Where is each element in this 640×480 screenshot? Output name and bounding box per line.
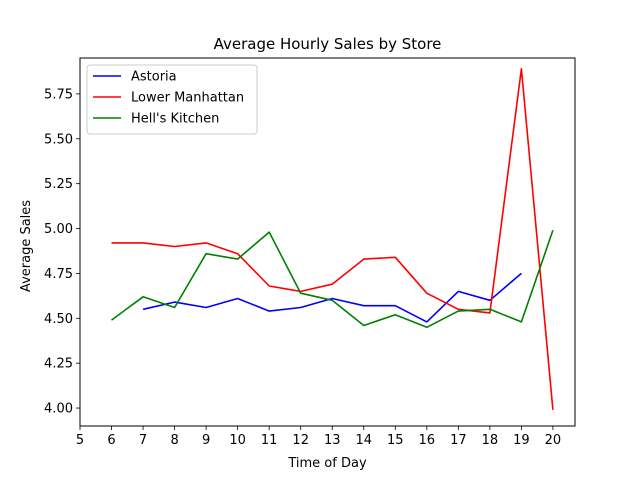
x-tick-label: 16 (419, 433, 436, 448)
x-tick-label: 20 (545, 433, 562, 448)
legend-box (86, 64, 258, 135)
y-tick-label: 4.00 (44, 402, 73, 417)
x-tick-label: 18 (482, 433, 499, 448)
y-tick-label: 5.75 (44, 87, 73, 102)
x-tick-label: 12 (292, 433, 309, 448)
y-tick-label: 4.25 (44, 357, 73, 372)
plot-frame (79, 57, 576, 427)
x-axis-title: Time of Day (287, 456, 367, 471)
x-tick-label: 11 (261, 433, 278, 448)
x-tick-label: 13 (324, 433, 341, 448)
x-tick-label: 19 (513, 433, 530, 448)
legend: Astoria Lower Manhattan Hell's Kitchen (86, 64, 258, 135)
x-tick-label: 6 (107, 433, 115, 448)
chart-title: Average Hourly Sales by Store (214, 35, 442, 53)
x-tick-label: 5 (76, 433, 84, 448)
x-tick-label: 14 (355, 433, 372, 448)
series-layer (111, 68, 554, 410)
y-tick-label: 5.25 (44, 177, 73, 192)
x-tick-label: 8 (170, 433, 178, 448)
x-tick-label: 7 (139, 433, 147, 448)
series-line-2 (111, 68, 554, 410)
legend-label: Astoria (131, 70, 177, 85)
y-axis-title: Average Sales (19, 200, 34, 292)
series-line-1 (142, 272, 522, 323)
x-tick-label: 10 (229, 433, 246, 448)
y-tick-label: 4.50 (44, 312, 73, 327)
x-tick-label: 15 (387, 433, 404, 448)
y-tick-label: 5.50 (44, 132, 73, 147)
x-tick-label: 9 (202, 433, 210, 448)
y-tick-label: 4.75 (44, 267, 73, 282)
x-axis: 5 6 7 8 9 10 11 12 13 14 15 16 17 18 19 20 (76, 426, 561, 448)
y-axis: 4.00 4.25 4.50 4.75 5.00 5.25 5.50 5.75 (44, 87, 80, 417)
series-line-3 (111, 230, 554, 329)
legend-label: Hell's Kitchen (131, 112, 219, 127)
y-tick-label: 5.00 (44, 222, 73, 237)
legend-label: Lower Manhattan (131, 91, 244, 106)
x-tick-label: 17 (450, 433, 467, 448)
